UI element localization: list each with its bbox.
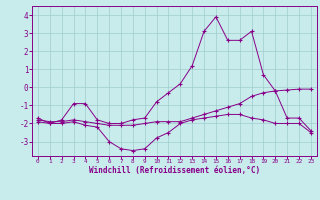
X-axis label: Windchill (Refroidissement éolien,°C): Windchill (Refroidissement éolien,°C)	[89, 166, 260, 175]
